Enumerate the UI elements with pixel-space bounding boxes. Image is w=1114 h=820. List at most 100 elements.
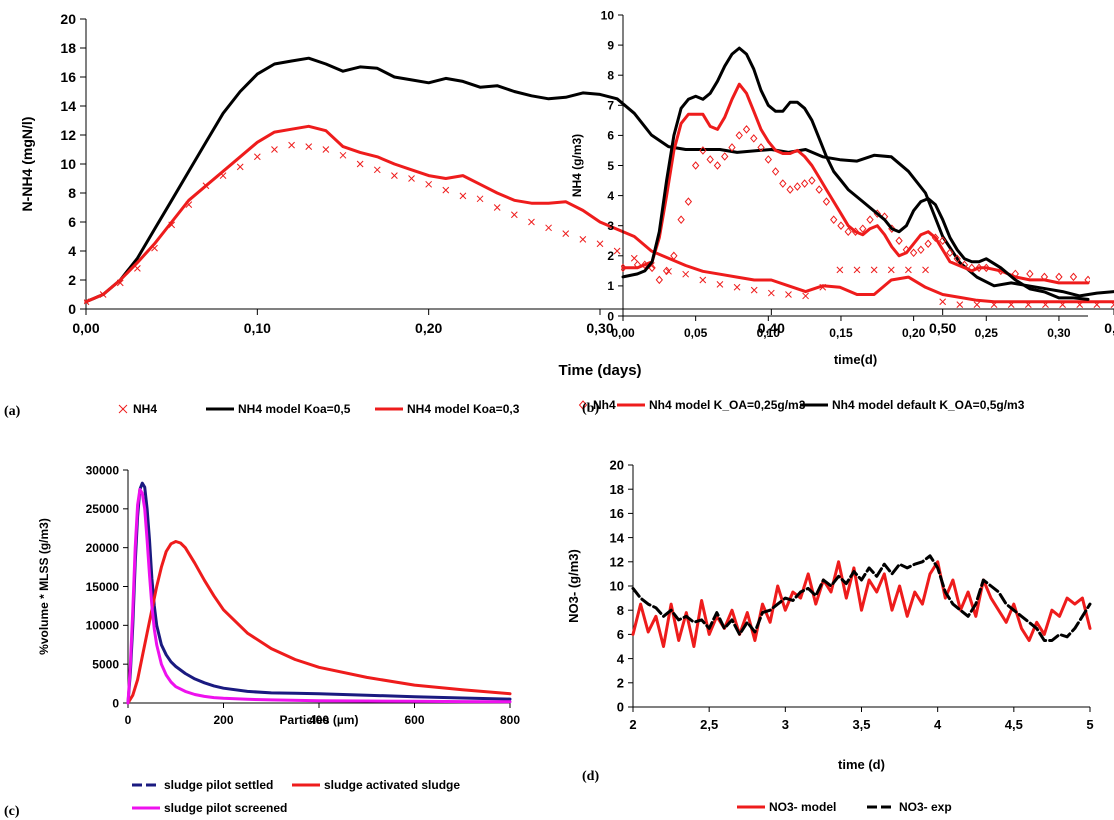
legend-item: Nh4 model default K_OA=0,5g/m3 [800, 398, 1025, 412]
marker-stroke [562, 230, 570, 237]
legend-item: NH4 [118, 402, 157, 416]
data-point [866, 215, 874, 224]
legend-a: NH4 NH4 model Koa=0,5 NH4 model Koa=0,3 [118, 402, 520, 416]
y-tick-label: 8 [68, 185, 76, 201]
legend-symbol [578, 400, 588, 410]
y-tick-label: 5 [607, 159, 614, 173]
x-tick-label: 0,10 [244, 320, 271, 336]
data-point [288, 141, 295, 149]
y-tick-label: 16 [610, 506, 624, 521]
x-tick-label: 0,20 [415, 320, 442, 336]
legend-label: Nh4 [593, 398, 616, 412]
y-tick-label: 12 [60, 127, 76, 143]
data-point [459, 192, 467, 200]
marker-stroke [716, 280, 724, 288]
legend-item: Nh4 [578, 398, 616, 412]
marker-stroke [767, 289, 775, 297]
marker-stroke [939, 298, 947, 306]
data-point [779, 179, 787, 188]
x-tick-label: 0,30 [586, 320, 613, 336]
legend-item: Nh4 model K_OA=0,25g/m3 [617, 398, 806, 412]
marker-stroke [613, 247, 621, 255]
x-tick-label: 0,00 [72, 320, 99, 336]
y-tick-label: 7 [607, 99, 614, 113]
data-point [808, 176, 816, 185]
legend-symbol [118, 404, 128, 414]
x-tick-label: 3,5 [852, 717, 870, 732]
data-point [750, 286, 758, 294]
data-point [905, 266, 912, 274]
legend-item: sludge activated sludge [292, 778, 460, 792]
series-group [621, 46, 1090, 301]
y-tick-label: 0 [617, 700, 624, 715]
marker-stroke [1110, 303, 1114, 309]
y-tick-label: 5000 [92, 657, 119, 671]
data-point [815, 185, 823, 194]
y-tick-label: 18 [610, 482, 624, 497]
marker-stroke [733, 283, 741, 291]
data-point [953, 254, 961, 264]
legend-label: sludge activated sludge [324, 778, 460, 792]
y-tick-label: 0 [68, 301, 76, 317]
data-point [655, 275, 663, 285]
data-point [844, 227, 852, 236]
legend-item: NO3- model [737, 800, 836, 814]
marker-stroke [665, 267, 672, 275]
y-tick-label: 20 [610, 458, 624, 473]
x-tick-label: 0,00 [611, 326, 635, 340]
marker-stroke [887, 266, 895, 274]
data-point [596, 240, 604, 248]
data-point [713, 161, 722, 170]
series-line-3 [126, 487, 512, 705]
marker-stroke [528, 218, 535, 226]
data-point [528, 218, 535, 226]
marker-stroke [630, 254, 638, 262]
marker-stroke [785, 291, 792, 298]
marker-stroke [391, 172, 398, 179]
x-axis-label: Time (days) [558, 362, 641, 379]
data-point [322, 146, 330, 153]
data-point [802, 292, 809, 300]
data-point [677, 215, 685, 224]
x-tick-label: 0,50 [929, 320, 956, 336]
y-tick-label: 3 [607, 219, 614, 233]
chart-panel-3: 0 5000 10000 15000 20000 25000 30000 0 200 400 600… [37, 463, 520, 727]
marker-stroke [956, 301, 964, 309]
legend-item: NH4 model Koa=0,5 [206, 402, 351, 416]
y-tick-label: 0 [607, 309, 614, 323]
x-tick-label: 0,10 [757, 326, 781, 340]
data-point [887, 266, 895, 274]
marker-stroke [339, 151, 347, 159]
data-point [750, 134, 758, 143]
y-tick-label: 20000 [86, 541, 120, 555]
y-tick-label: 2 [617, 675, 624, 690]
data-point [706, 155, 714, 164]
x-tick-label: 0 [125, 713, 132, 727]
data-point [836, 266, 844, 274]
legend-b: Nh4 Nh4 model K_OA=0,25g/m3 Nh4 model defa… [578, 398, 1025, 412]
marker-stroke [459, 192, 467, 200]
marker-stroke [373, 166, 381, 174]
marker-stroke [596, 240, 604, 248]
legend-label: Nh4 model default K_OA=0,5g/m3 [832, 398, 1025, 412]
legend-d: NO3- model NO3- exp [737, 800, 952, 814]
x-tick-label: 200 [213, 713, 233, 727]
y-tick-label: 30000 [86, 463, 120, 477]
data-point [253, 153, 261, 161]
x-axis-label: time(d) [834, 352, 877, 367]
data-point [510, 211, 518, 219]
y-tick-label: 16 [60, 69, 76, 85]
data-point [339, 151, 347, 159]
data-point [785, 291, 792, 298]
y-tick-label: 9 [607, 38, 614, 52]
data-point [939, 298, 947, 306]
data-point [691, 161, 700, 170]
y-tick-label: 0 [112, 696, 119, 710]
x-tick-label: 2 [629, 717, 636, 732]
x-tick-label: 4 [934, 717, 942, 732]
legend-label: NO3- model [769, 800, 836, 814]
data-point [630, 254, 638, 262]
marker-stroke [545, 224, 552, 232]
y-tick-label: 12 [610, 554, 624, 569]
